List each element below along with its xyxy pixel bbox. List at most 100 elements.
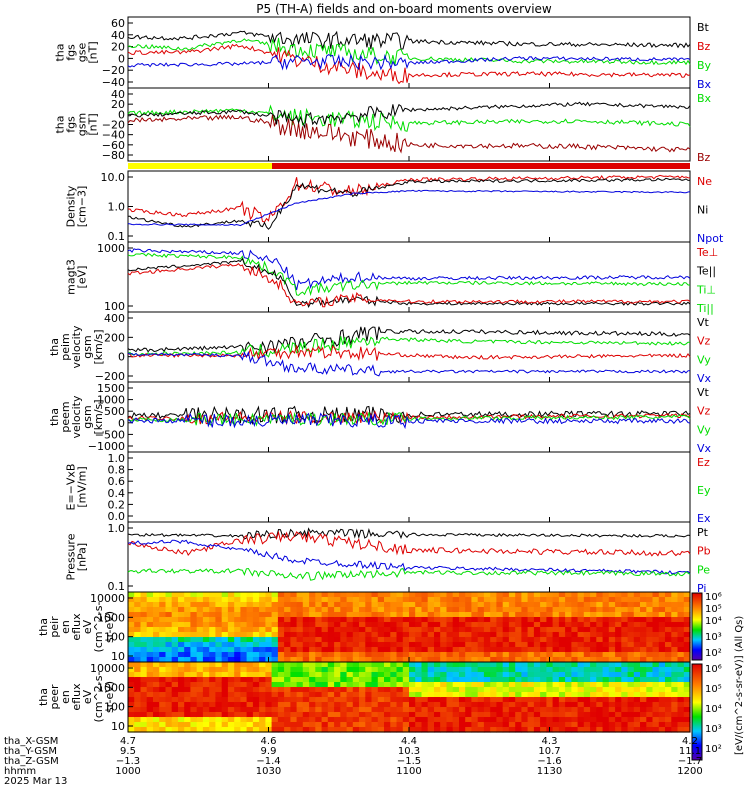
spectrogram-cell [527,672,535,678]
spectrogram-cell [583,702,591,708]
spectrogram-cell [265,662,273,668]
spectrogram-cell [608,662,616,668]
spectrogram-cell [277,617,285,623]
spectrogram-cell [340,592,348,598]
spectrogram-cell [646,642,654,648]
spectrogram-cell [352,607,360,613]
spectrogram-cell [221,622,229,628]
spectrogram-cell [359,727,366,733]
spectrogram-cell [608,722,616,728]
spectrogram-cell [396,637,404,643]
spectrogram-cell [184,612,191,618]
spectrogram-cell [346,672,354,678]
y-axis-label: gse [76,43,89,63]
spectrogram-cell [652,722,660,728]
spectrogram-cell [521,597,529,603]
spectrogram-cell [658,607,666,613]
spectrogram-cell [621,682,629,688]
spectrogram-cell [240,627,248,633]
spectrogram-cell [334,692,341,698]
xaxis-date: 2025 Mar 13 [4,776,67,787]
spectrogram-cell [415,617,422,623]
spectrogram-cell [533,677,541,683]
spectrogram-cell [302,627,310,633]
legend-entry: Vt [697,316,710,329]
spectrogram-cell [196,627,204,633]
spectrogram-cell [565,697,572,703]
spectrogram-cell [590,632,597,638]
spectrogram-cell [540,637,547,643]
spectrogram-cell [371,607,379,613]
spectrogram-cell [590,697,597,703]
spectrogram-cell [159,622,166,628]
spectrogram-cell [190,647,198,653]
spectrogram-cell [577,617,585,623]
spectrogram-cell [259,687,266,693]
spectrogram-cell [640,692,647,698]
spectrogram-cell [340,722,348,728]
legend-entry: Bz [697,151,711,164]
spectrogram-cell [227,682,235,688]
spectrogram-cell [521,712,529,718]
spectrogram-cell [665,647,672,653]
spectrogram-cell [627,622,635,628]
spectrogram-cell [265,677,273,683]
spectrogram-cell [234,627,241,633]
series-line-fgs_gse [127,53,691,71]
spectrogram-cell [409,702,416,708]
y-tick-label: 0.0 [108,510,126,523]
spectrogram-cell [202,682,210,688]
spectrogram-cell [558,622,566,628]
spectrogram-cell [459,672,466,678]
spectrogram-cell [146,712,154,718]
spectrogram-cell [240,652,248,658]
spectrogram-cell [296,672,304,678]
y-axis-label: E=−VxB [65,464,78,511]
spectrogram-cell [402,637,410,643]
spectrogram-cell [646,697,654,703]
spectrogram-cell [477,647,485,653]
spectrogram-cell [327,597,335,603]
spectrogram-cell [309,682,316,688]
spectrogram-cell [533,702,541,708]
spectrogram-cell [359,592,366,598]
spectrogram-cell [190,722,198,728]
spectrogram-cell [315,632,323,638]
spectrogram-cell [234,682,241,688]
spectrogram-cell [440,622,447,628]
spectrogram-cell [271,607,279,613]
spectrogram-cell [440,702,447,708]
spectrogram-cell [571,727,579,733]
spectrogram-cell [234,622,241,628]
spectrogram-cell [415,722,422,728]
spectrogram-cell [296,727,304,733]
spectrogram-cell [140,662,148,668]
spectrogram-cell [209,617,216,623]
spectrogram-cell [565,677,572,683]
spectrogram-cell [540,697,547,703]
spectrogram-cell [134,657,141,663]
spectrogram-cell [596,682,604,688]
spectrogram-cell [384,647,391,653]
spectrogram-cell [640,632,647,638]
spectrogram-cell [521,617,529,623]
spectrogram-cell [327,622,335,628]
spectrogram-cell [515,607,522,613]
spectrogram-cell [346,657,354,663]
spectrogram-cell [171,687,179,693]
spectrogram-cell [396,622,404,628]
spectrogram-cell [646,702,654,708]
spectrogram-cell [346,642,354,648]
spectrogram-cell [465,727,472,733]
spectrogram-cell [359,697,366,703]
spectrogram-cell [246,687,254,693]
spectrogram-cell [527,682,535,688]
spectrogram-cell [252,722,260,728]
spectrogram-cell [409,677,416,683]
spectrogram-cell [577,657,585,663]
spectrogram-cell [427,642,435,648]
spectrogram-cell [421,692,429,698]
spectrogram-cell [396,612,404,618]
spectrogram-cell [409,712,416,718]
spectrogram-cell [346,597,354,603]
